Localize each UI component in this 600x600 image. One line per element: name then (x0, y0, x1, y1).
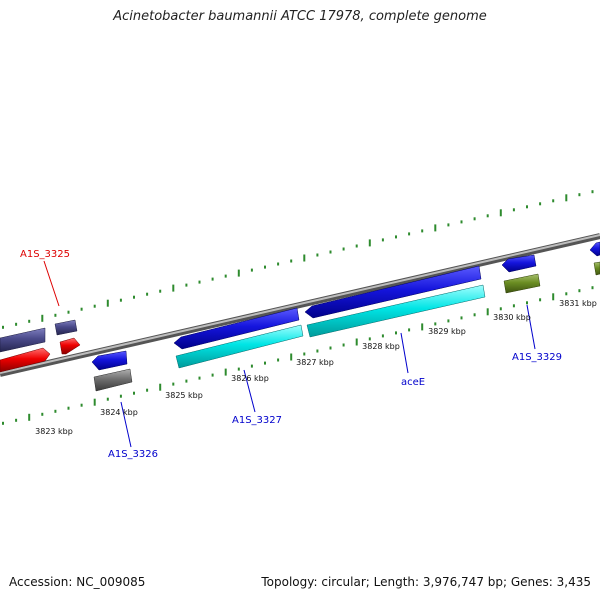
axis-label: 3828 kbp (362, 342, 400, 351)
axis-label: 3830 kbp (493, 313, 531, 322)
axis-label: 3826 kbp (231, 374, 269, 383)
axis-label: 3825 kbp (165, 391, 203, 400)
gene-labels: A1S_3325 A1S_3326 A1S_3327 aceE A1S_3329 (20, 249, 562, 460)
cds-feature[interactable] (306, 284, 486, 338)
cds-feature[interactable] (93, 368, 133, 392)
cds-feature[interactable] (304, 265, 482, 319)
label-leaders (43, 260, 536, 448)
cds-feature[interactable] (175, 324, 304, 369)
cds-feature[interactable] (91, 350, 128, 371)
map-title: Acinetobacter baumannii ATCC 17978, comp… (113, 9, 487, 24)
lower-tick-row (2, 286, 594, 425)
cds-feature[interactable] (503, 273, 541, 294)
axis-label: 3827 kbp (296, 358, 334, 367)
upper-tick-row (2, 190, 594, 329)
axis-label: 3831 kbp (559, 299, 597, 308)
cds-feature[interactable] (589, 241, 600, 257)
cds-feature[interactable] (0, 347, 51, 373)
cds-features (0, 241, 600, 392)
gene-label[interactable]: aceE (401, 377, 425, 388)
genome-summary-text: Topology: circular; Length: 3,976,747 bp… (261, 575, 591, 589)
axis-label: 3829 kbp (428, 327, 466, 336)
cds-feature[interactable] (54, 319, 78, 336)
accession-text: Accession: NC_009085 (9, 575, 146, 589)
gene-label[interactable]: A1S_3326 (108, 449, 158, 460)
gene-label[interactable]: A1S_3327 (232, 415, 282, 426)
gene-label[interactable]: A1S_3325 (20, 249, 70, 260)
cds-feature[interactable] (59, 337, 81, 355)
axis-label: 3824 kbp (100, 408, 138, 417)
cds-feature[interactable] (593, 261, 600, 276)
gene-label[interactable]: A1S_3329 (512, 352, 562, 363)
axis-labels: 3823 kbp 3824 kbp 3825 kbp 3826 kbp 3827… (35, 299, 597, 436)
cds-feature[interactable] (173, 307, 300, 350)
cds-feature[interactable] (0, 327, 46, 353)
cds-feature[interactable] (501, 254, 537, 273)
genome-backbone (0, 233, 600, 377)
axis-label: 3823 kbp (35, 427, 73, 436)
